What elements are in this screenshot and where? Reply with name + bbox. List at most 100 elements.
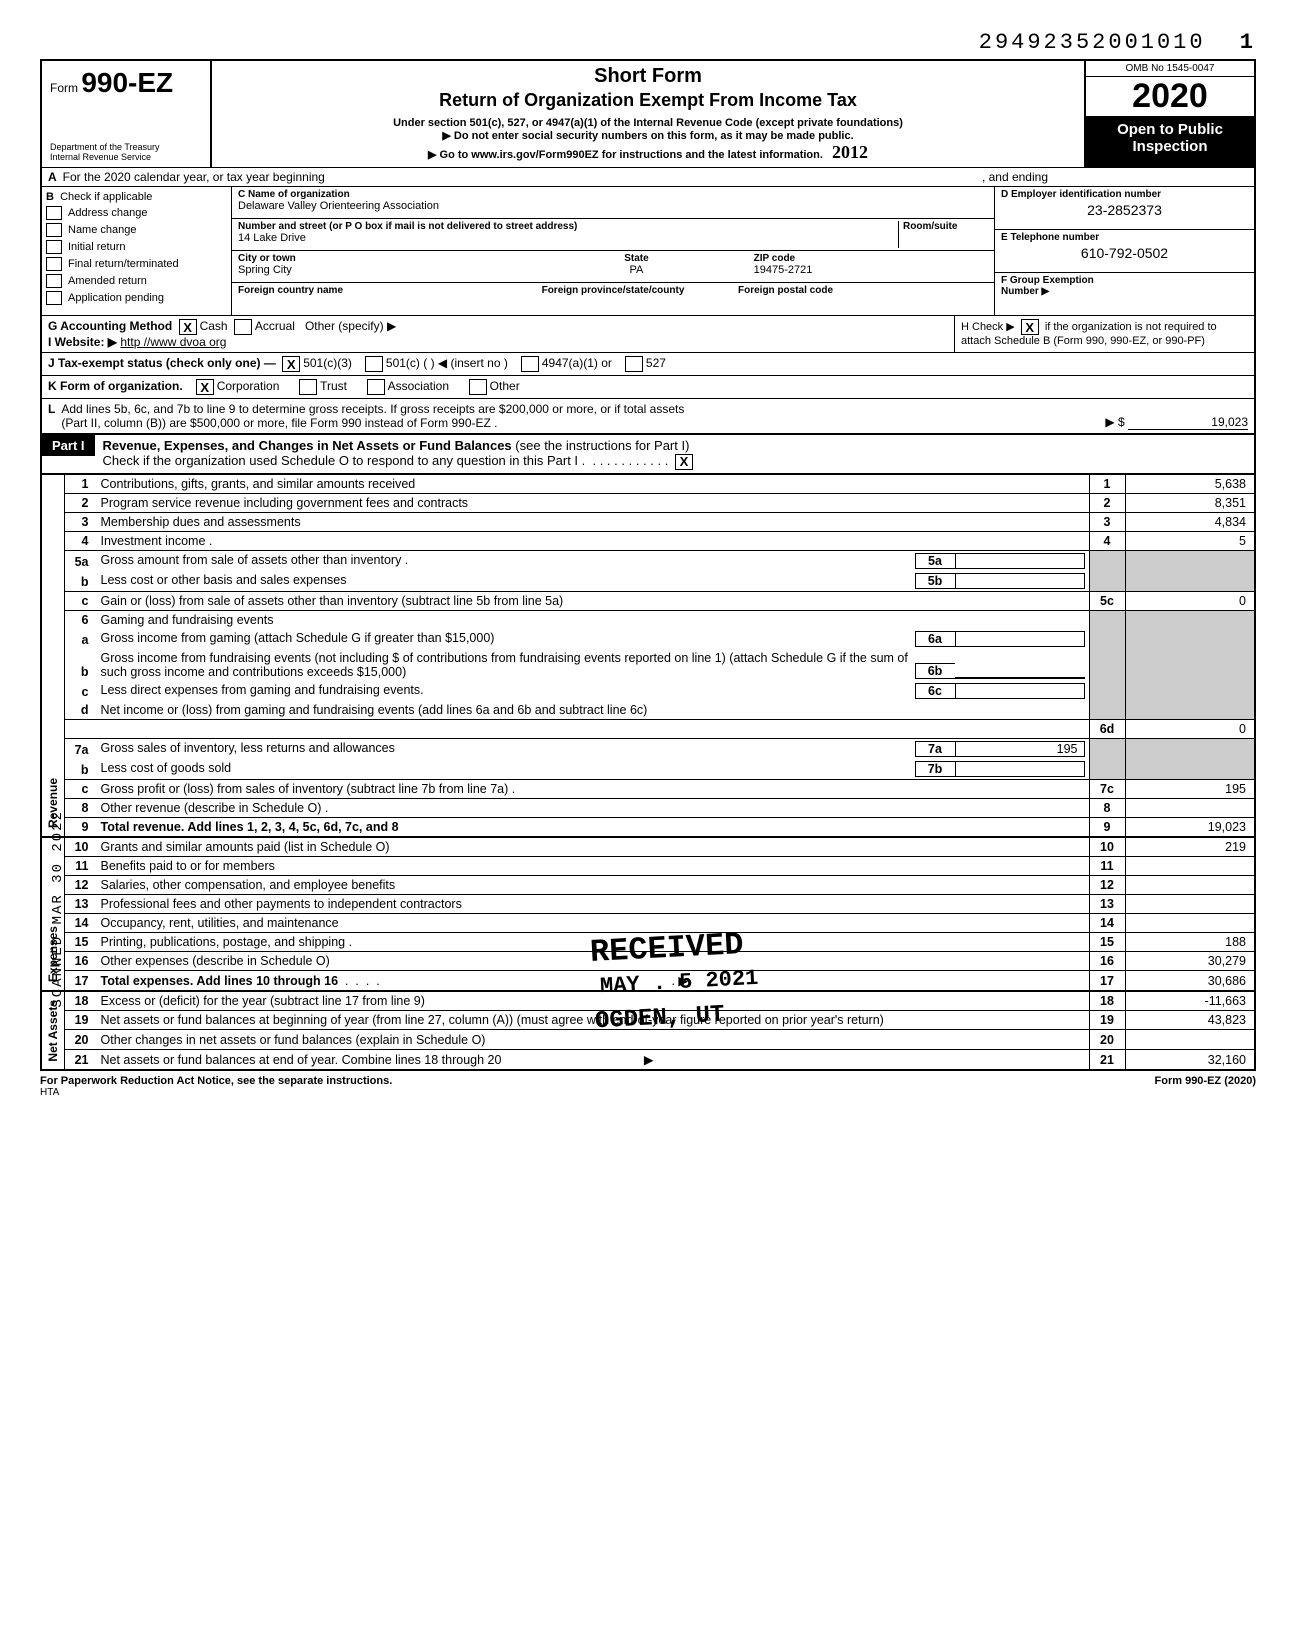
- j-c: ) ◀ (insert no ): [431, 356, 508, 370]
- checkbox-h[interactable]: X: [1021, 319, 1039, 335]
- checkbox-amended[interactable]: [46, 274, 62, 288]
- k-b: Trust: [320, 379, 347, 393]
- org-city: Spring City: [238, 264, 519, 276]
- line-7a: Gross sales of inventory, less returns a…: [101, 741, 915, 757]
- line-3-v: 4,834: [1125, 512, 1255, 531]
- c-name-label: C Name of organization: [238, 189, 988, 200]
- checkbox-corp[interactable]: X: [196, 379, 214, 395]
- line-20: Other changes in net assets or fund bala…: [97, 1030, 1090, 1049]
- line-5a: Gross amount from sale of assets other t…: [101, 553, 915, 569]
- line-7c-v: 195: [1125, 779, 1255, 798]
- line-15: Printing, publications, postage, and shi…: [97, 932, 1090, 951]
- form-number: 990-EZ: [81, 67, 173, 98]
- line-11: Benefits paid to or for members: [97, 856, 1090, 875]
- header-left: Form 990-EZ Department of the Treasury I…: [42, 61, 212, 167]
- line-6a-v: [955, 631, 1085, 647]
- checkbox-name-change[interactable]: [46, 223, 62, 237]
- c-foreign-prov: Foreign province/state/county: [488, 285, 738, 313]
- j-e: 527: [646, 356, 666, 370]
- j-label: J Tax-exempt status (check only one) —: [48, 356, 276, 370]
- checkbox-final[interactable]: [46, 257, 62, 271]
- line-17: Total expenses. Add lines 10 through 16: [101, 974, 339, 988]
- k-d: Other: [490, 379, 520, 393]
- dept-line2: Internal Revenue Service: [50, 153, 160, 163]
- line-5a-v: [955, 553, 1085, 569]
- checkbox-501c[interactable]: [365, 356, 383, 372]
- g-other: Other (specify) ▶: [305, 319, 396, 333]
- dln-suffix: 1: [1240, 30, 1256, 55]
- section-netassets: Net Assets: [46, 994, 60, 1068]
- checkbox-pending[interactable]: [46, 291, 62, 305]
- row-a-text2: , and ending: [982, 170, 1048, 184]
- form-id: Form 990-EZ: [50, 67, 202, 99]
- checkbox-assoc[interactable]: [367, 379, 385, 395]
- dept-block: Department of the Treasury Internal Reve…: [50, 143, 160, 163]
- c-foreign-postal: Foreign postal code: [738, 285, 988, 313]
- checkbox-initial[interactable]: [46, 240, 62, 254]
- title-short-form: Short Form: [218, 65, 1078, 88]
- i-label: I Website: ▶: [48, 335, 117, 349]
- part1-table: Revenue 1Contributions, gifts, grants, a…: [40, 474, 1256, 1072]
- line-5c-v: 0: [1125, 591, 1255, 610]
- b-item-3: Final return/terminated: [68, 258, 179, 270]
- b-item-4: Amended return: [68, 275, 147, 287]
- line-9-v: 19,023: [1125, 817, 1255, 837]
- checkbox-other-org[interactable]: [469, 379, 487, 395]
- checkbox-addr-change[interactable]: [46, 206, 62, 220]
- tax-year: 2020: [1086, 77, 1254, 117]
- line-5b-v: [955, 573, 1085, 589]
- checkbox-501c3[interactable]: X: [282, 356, 300, 372]
- line-10: Grants and similar amounts paid (list in…: [97, 837, 1090, 857]
- row-l: L Add lines 5b, 6c, and 7b to line 9 to …: [40, 399, 1256, 435]
- header-mid: Short Form Return of Organization Exempt…: [212, 61, 1084, 167]
- line-21: Net assets or fund balances at end of ye…: [101, 1053, 502, 1067]
- handwritten-year: 2012: [832, 142, 868, 162]
- org-zip: 19475-2721: [754, 264, 988, 276]
- row-k: K Form of organization. XCorporation Tru…: [40, 376, 1256, 399]
- website-value: http //www dvoa org: [120, 335, 226, 349]
- line-6a: Gross income from gaming (attach Schedul…: [101, 631, 915, 647]
- checkbox-accrual[interactable]: [234, 319, 252, 335]
- checkbox-part1[interactable]: X: [675, 454, 693, 470]
- c-zip-label: ZIP code: [754, 253, 988, 264]
- checkbox-4947[interactable]: [521, 356, 539, 372]
- line-14: Occupancy, rent, utilities, and maintena…: [97, 913, 1090, 932]
- c-room-label: Room/suite: [903, 221, 988, 232]
- section-expenses: Expenses: [46, 920, 60, 988]
- line-7c: Gross profit or (loss) from sales of inv…: [97, 779, 1090, 798]
- part1-header: Part I Revenue, Expenses, and Changes in…: [40, 435, 1256, 474]
- h-text: H Check ▶: [961, 321, 1015, 333]
- c-city-label: City or town: [238, 253, 519, 264]
- col-b: B Check if applicable Address change Nam…: [42, 187, 232, 315]
- line-5c: Gain or (loss) from sale of assets other…: [97, 591, 1090, 610]
- line-16: Other expenses (describe in Schedule O): [97, 951, 1090, 970]
- c-addr-label: Number and street (or P O box if mail is…: [238, 221, 898, 232]
- entity-block: B Check if applicable Address change Nam…: [40, 187, 1256, 315]
- l-text: Add lines 5b, 6c, and 7b to line 9 to de…: [61, 402, 684, 416]
- line-4-v: 5: [1125, 531, 1255, 550]
- part1-title: Revenue, Expenses, and Changes in Net As…: [103, 438, 512, 453]
- omb-number: OMB No 1545-0047: [1086, 61, 1254, 77]
- footer-hta: HTA: [40, 1087, 1256, 1098]
- line-9: Total revenue. Add lines 1, 2, 3, 4, 5c,…: [101, 820, 399, 834]
- line-6: Gaming and fundraising events: [97, 610, 1090, 629]
- line-6c-v: [955, 683, 1085, 699]
- row-g-h-i: G Accounting Method XCash Accrual Other …: [40, 315, 1256, 353]
- dln-digits: 29492352001010: [979, 30, 1206, 55]
- checkbox-cash[interactable]: X: [179, 319, 197, 335]
- ein-value: 23-2852373: [1001, 202, 1248, 218]
- checkbox-527[interactable]: [625, 356, 643, 372]
- subtitle-2: ▶ Do not enter social security numbers o…: [218, 129, 1078, 142]
- checkbox-trust[interactable]: [299, 379, 317, 395]
- gross-receipts: 19,023: [1128, 415, 1248, 430]
- j-b: 501(c) (: [386, 356, 427, 370]
- org-state: PA: [519, 264, 753, 276]
- g-cash: Cash: [200, 319, 228, 333]
- footer: For Paperwork Reduction Act Notice, see …: [40, 1075, 1256, 1087]
- footer-right: Form 990-EZ (2020): [1155, 1075, 1256, 1087]
- line-8: Other revenue (describe in Schedule O) .: [97, 798, 1090, 817]
- b-header: Check if applicable: [60, 191, 152, 203]
- line-14-v: [1125, 913, 1255, 932]
- col-c: C Name of organization Delaware Valley O…: [232, 187, 994, 315]
- row-a-label: A: [48, 170, 57, 184]
